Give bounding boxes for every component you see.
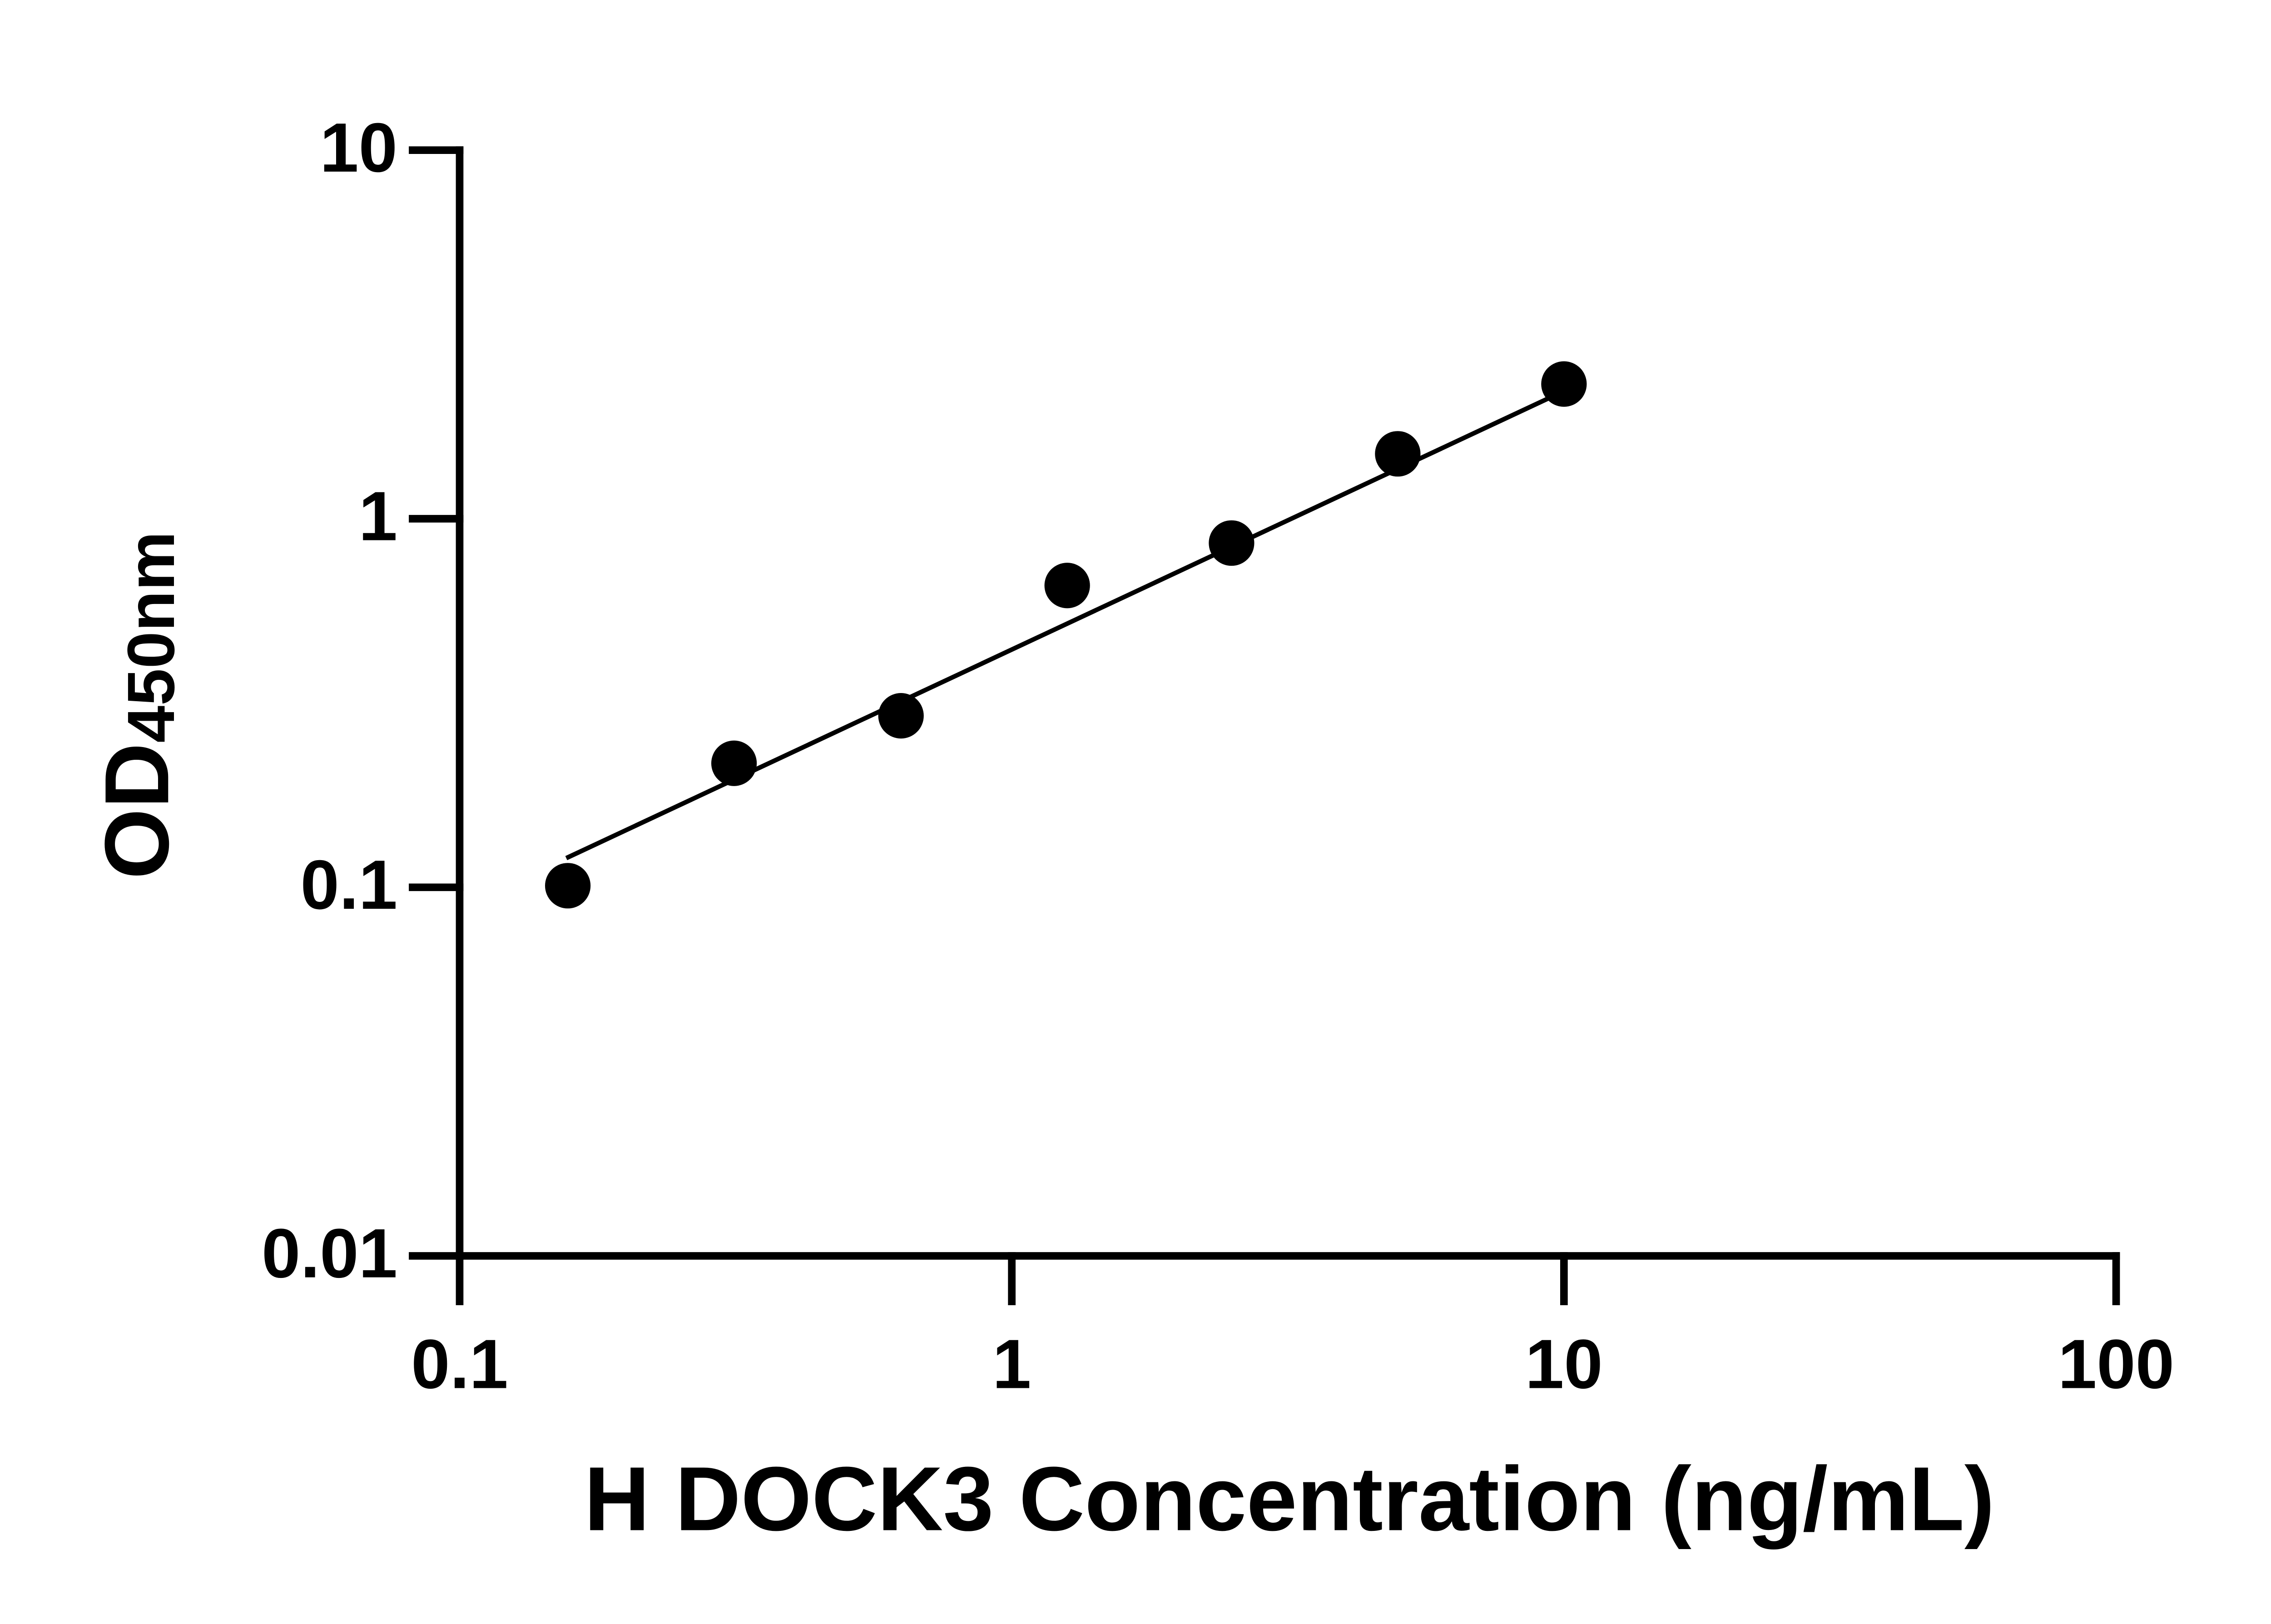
x-axis-title: H DOCK3 Concentration (ng/mL): [584, 1448, 1995, 1550]
y-tick-label: 10: [320, 109, 397, 187]
data-point: [878, 693, 924, 739]
x-tick-label: 1: [992, 1325, 1031, 1403]
y-axis-title-sub: 450nm: [114, 531, 188, 743]
data-point: [1541, 361, 1587, 407]
x-tick-label: 100: [2058, 1325, 2174, 1403]
y-tick-label: 1: [359, 477, 397, 555]
data-point: [1044, 563, 1090, 609]
data-point: [711, 740, 757, 786]
x-tick-label: 0.1: [411, 1325, 508, 1403]
y-tick-label: 0.01: [262, 1214, 397, 1292]
data-point: [1375, 431, 1421, 477]
y-axis-title: OD450nm: [86, 531, 188, 879]
y-tick-label: 0.1: [300, 846, 397, 924]
data-point: [1209, 520, 1255, 566]
data-point: [545, 863, 591, 909]
y-axis-title-main: OD: [86, 743, 188, 880]
x-tick-label: 10: [1525, 1325, 1603, 1403]
